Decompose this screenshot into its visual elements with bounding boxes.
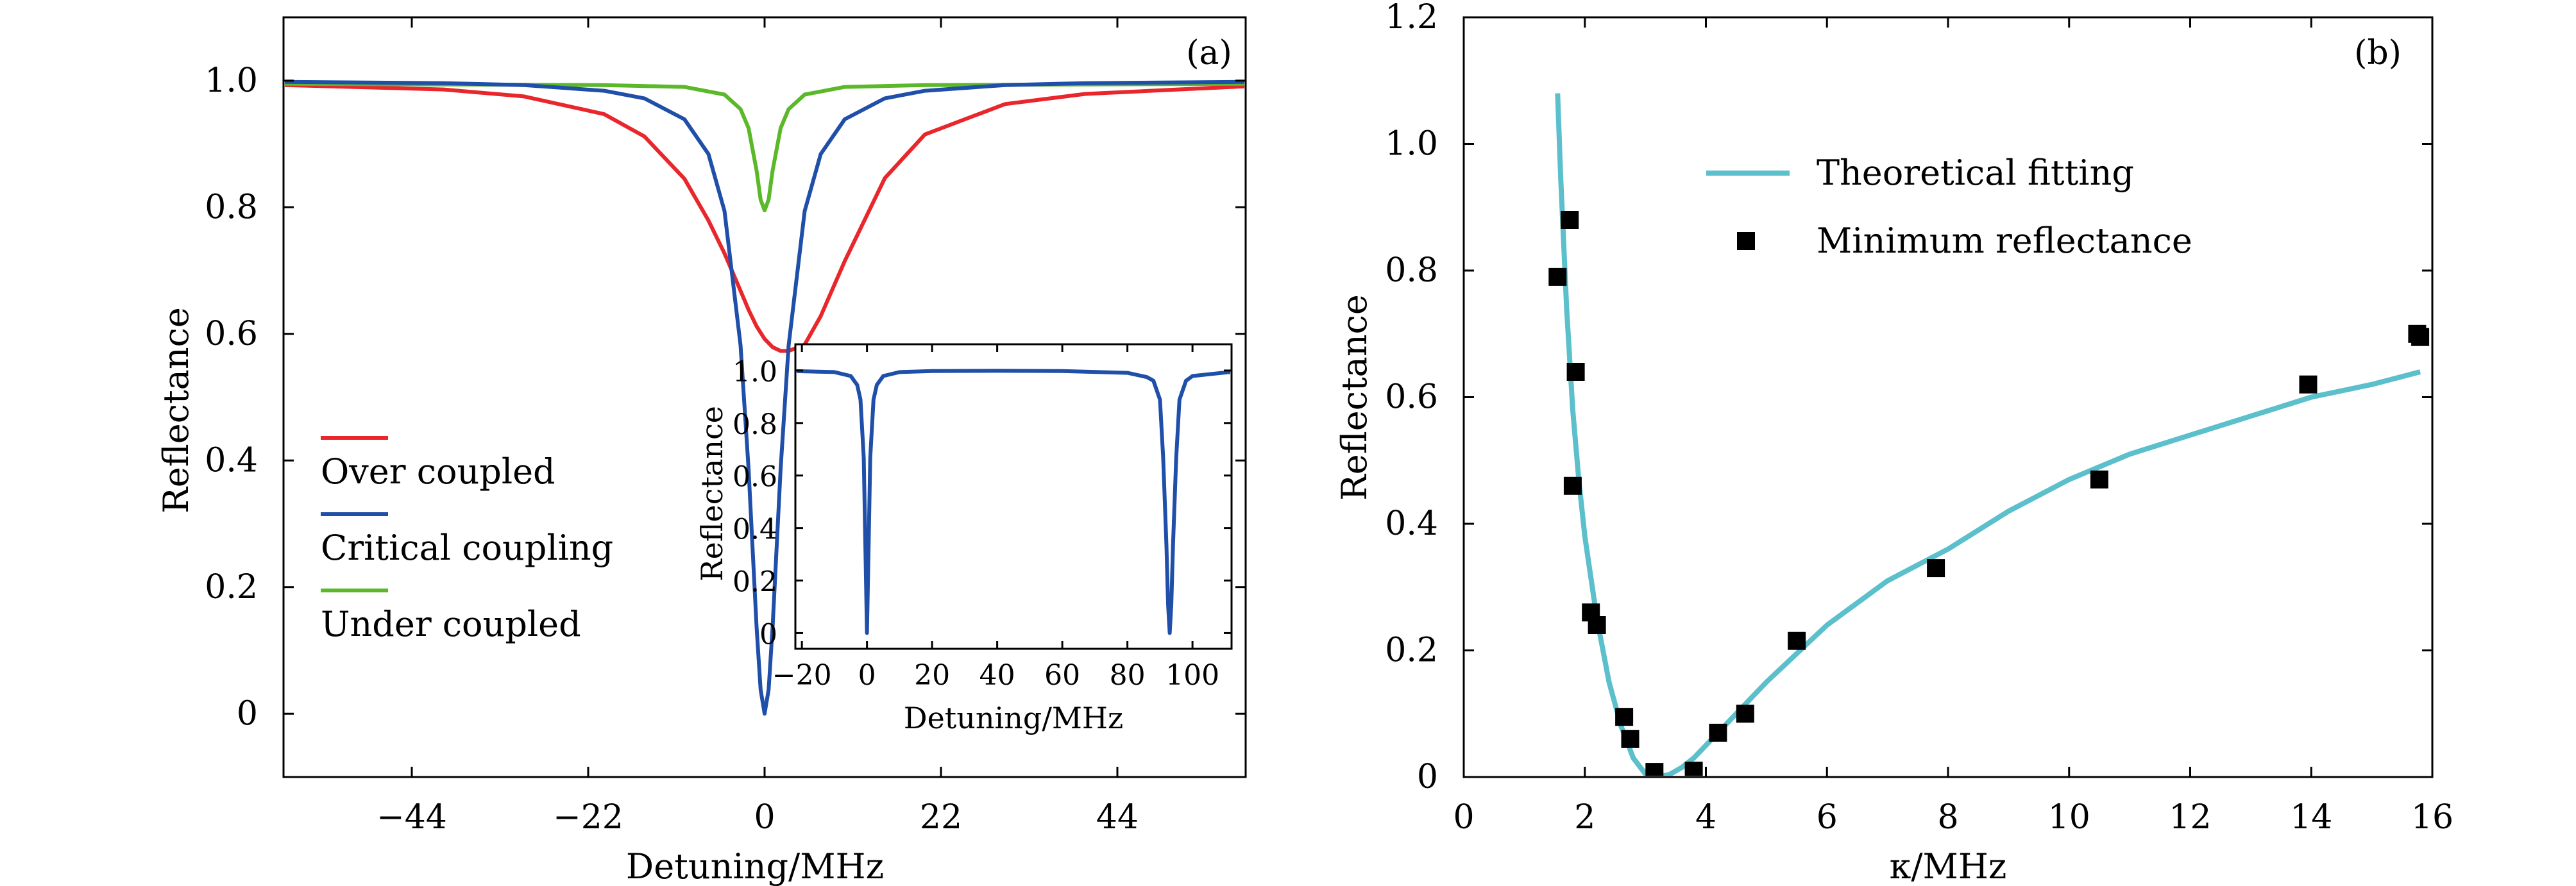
panel-b-y-tick-label: 0.6 bbox=[1385, 378, 1438, 417]
panel-b-frame bbox=[1462, 16, 2434, 778]
panel-a-y-tick-label: 0 bbox=[237, 694, 258, 733]
inset-chart: −20 0 20 40 60 80 100 0 0.2 0.4 0.6 0.8 1.0 Detunin… bbox=[695, 343, 1233, 735]
panel-a-y-tick-label: 0.2 bbox=[205, 568, 258, 606]
panel-b-x-tick-label: 6 bbox=[1817, 798, 1838, 837]
panel-b-x-tick-label: 0 bbox=[1453, 798, 1474, 837]
inset-x-tick-label: 0 bbox=[858, 659, 876, 692]
under-coupled-line bbox=[285, 81, 1244, 213]
panel-b-series bbox=[1548, 93, 2430, 776]
legend-marker-min bbox=[1737, 232, 1755, 250]
panel-b-y-tick-label: 0.4 bbox=[1385, 505, 1438, 543]
critical-coupling-line bbox=[285, 79, 1244, 716]
panel-b-x-tick-label: 16 bbox=[2411, 798, 2453, 837]
inset-y-tick-label: 0.2 bbox=[733, 566, 777, 599]
panel-b: 0 2 4 6 8 10 12 14 16 0 0.2 0.4 0.6 0.8 1.0 1.2 (b) κ/… bbox=[1334, 0, 2453, 886]
panel-b-y-tick-label: 1.0 bbox=[1385, 125, 1438, 163]
min-reflectance-point bbox=[1788, 631, 1806, 650]
panel-b-legend: Theoretical fitting Minimum reflectance bbox=[1706, 153, 2192, 261]
panel-a-y-tick-label: 0.4 bbox=[205, 441, 258, 480]
panel-a-x-title: Detuning/MHz bbox=[626, 846, 884, 886]
legend-label-min: Minimum reflectance bbox=[1817, 221, 2192, 261]
inset-y-tick-label: 0 bbox=[759, 618, 777, 651]
panel-a-y-axis: 0 0.2 0.4 0.6 0.8 1.0 bbox=[205, 62, 1246, 733]
inset-y-tick-label: 1.0 bbox=[733, 356, 777, 389]
panel-a-x-tick-label: −44 bbox=[377, 798, 447, 837]
panel-b-x-tick-label: 14 bbox=[2290, 798, 2332, 837]
min-reflectance-point bbox=[1621, 730, 1640, 748]
min-reflectance-point bbox=[1736, 705, 1754, 723]
min-reflectance-point bbox=[2411, 328, 2430, 346]
inset-x-tick-label: 20 bbox=[914, 659, 950, 692]
panel-b-x-tick-label: 12 bbox=[2169, 798, 2211, 837]
inset-x-axis: −20 0 20 40 60 80 100 bbox=[772, 344, 1219, 692]
panel-a: −44 −22 0 22 44 0 0.2 0.4 0.6 0.8 1.0 (a) Detunin… bbox=[156, 16, 1247, 886]
min-reflectance-point bbox=[1561, 211, 1579, 229]
inset-y-tick-label: 0.6 bbox=[733, 461, 777, 494]
panel-b-x-tick-label: 10 bbox=[2048, 798, 2090, 837]
inset-x-tick-label: −20 bbox=[772, 659, 832, 692]
panel-b-x-axis: 0 2 4 6 8 10 12 14 16 bbox=[1453, 17, 2453, 837]
panel-b-x-title: κ/MHz bbox=[1890, 846, 2007, 886]
panel-b-x-tick-label: 8 bbox=[1937, 798, 1958, 837]
panel-b-y-title: Reflectance bbox=[1334, 294, 1375, 501]
panel-a-x-axis: −44 −22 0 22 44 bbox=[377, 17, 1139, 837]
min-reflectance-point bbox=[1927, 559, 1945, 578]
panel-b-y-axis: 0 0.2 0.4 0.6 0.8 1.0 1.2 bbox=[1385, 0, 2432, 796]
panel-a-y-tick-label: 0.8 bbox=[205, 188, 258, 226]
panel-a-x-tick-label: 22 bbox=[920, 798, 962, 837]
panel-a-legend: Over coupled Critical coupling Under cou… bbox=[321, 436, 613, 644]
min-reflectance-point bbox=[2299, 375, 2318, 394]
inset-y-axis: 0 0.2 0.4 0.6 0.8 1.0 bbox=[733, 356, 1232, 651]
min-reflectance-point bbox=[1615, 708, 1634, 726]
inset-x-title: Detuning/MHz bbox=[904, 701, 1124, 735]
inset-x-tick-label: 40 bbox=[979, 659, 1015, 692]
panel-a-y-tick-label: 1.0 bbox=[205, 62, 258, 100]
inset-x-tick-label: 100 bbox=[1165, 659, 1219, 692]
inset-y-title: Reflectance bbox=[695, 406, 729, 581]
panel-a-x-tick-label: 44 bbox=[1096, 798, 1139, 837]
min-reflectance-point bbox=[1566, 363, 1585, 381]
min-reflectance-point bbox=[1588, 616, 1606, 634]
legend-label-fit: Theoretical fitting bbox=[1817, 153, 2134, 193]
panel-b-y-tick-label: 0 bbox=[1417, 758, 1438, 796]
panel-b-y-tick-label: 1.2 bbox=[1385, 0, 1438, 37]
min-reflectance-point bbox=[2090, 470, 2108, 489]
panel-a-y-tick-label: 0.6 bbox=[205, 315, 258, 353]
panel-a-y-title: Reflectance bbox=[156, 307, 196, 514]
panel-a-series bbox=[285, 79, 1244, 716]
inset-x-tick-label: 80 bbox=[1110, 659, 1146, 692]
over-coupled-line bbox=[285, 83, 1244, 353]
inset-series bbox=[797, 369, 1230, 635]
panel-b-tag: (b) bbox=[2354, 34, 2402, 72]
min-reflectance-point bbox=[1563, 476, 1582, 495]
legend-label-critical: Critical coupling bbox=[321, 528, 613, 568]
panel-a-x-tick-label: 0 bbox=[754, 798, 775, 837]
panel-b-x-tick-label: 4 bbox=[1695, 798, 1716, 837]
min-reflectance-point bbox=[1709, 723, 1727, 742]
panel-a-tag: (a) bbox=[1186, 34, 1232, 72]
fit-line bbox=[1555, 93, 2421, 776]
min-reflectance-point bbox=[1684, 762, 1703, 776]
inset-y-tick-label: 0.8 bbox=[733, 408, 777, 441]
inset-x-tick-label: 60 bbox=[1044, 659, 1080, 692]
panel-b-x-tick-label: 2 bbox=[1574, 798, 1595, 837]
inset-y-tick-label: 0.4 bbox=[733, 514, 777, 546]
inset-line bbox=[797, 369, 1230, 635]
inset-frame bbox=[794, 343, 1233, 650]
min-reflectance-point bbox=[1548, 267, 1567, 286]
panel-b-y-tick-label: 0.2 bbox=[1385, 631, 1438, 670]
legend-label-over: Over coupled bbox=[321, 451, 555, 492]
legend-label-under: Under coupled bbox=[321, 604, 581, 644]
min-reflectance-point bbox=[1645, 763, 1664, 776]
panel-a-x-tick-label: −22 bbox=[553, 798, 623, 837]
panel-b-y-tick-label: 0.8 bbox=[1385, 251, 1438, 290]
